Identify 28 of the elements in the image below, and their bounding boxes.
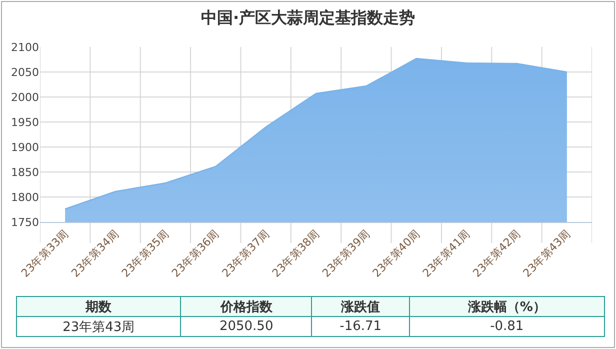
- text: 涨跌幅（%）: [409, 296, 604, 316]
- x-tick-label: 23年第35周: [119, 228, 172, 280]
- y-tick-label: 1800: [11, 190, 39, 204]
- y-tick-label: 2100: [11, 40, 39, 54]
- x-tick-label: 23年第37周: [220, 228, 272, 280]
- text: -0.81: [409, 316, 604, 336]
- x-tick-label: 23年第39周: [320, 228, 372, 280]
- y-tick-label: 1950: [11, 116, 39, 129]
- x-tick-label: 23年第43周: [520, 228, 573, 280]
- text: 23年第43周: [16, 316, 181, 336]
- y-tick-label: 2000: [11, 90, 39, 104]
- x-tick-label: 23年第36周: [169, 228, 222, 280]
- text: 涨跌值: [312, 296, 410, 316]
- chart-title: 中国·产区大蒜周定基指数走势: [200, 8, 416, 27]
- x-tick-label: 23年第33周: [18, 228, 72, 280]
- x-tick-label: 23年第40周: [370, 228, 422, 280]
- x-tick-label: 23年第41周: [420, 228, 473, 280]
- text: 价格指数: [180, 296, 312, 316]
- text: 2050.50: [180, 316, 312, 336]
- y-tick-label: 1750: [11, 216, 39, 229]
- x-tick-label: 23年第42周: [470, 228, 523, 280]
- y-tick-label: 1850: [11, 166, 39, 179]
- y-tick-label: 1900: [11, 140, 39, 154]
- y-tick-label: 2050: [11, 66, 39, 79]
- x-tick-label: 23年第38周: [270, 228, 322, 280]
- text: -16.71: [312, 316, 410, 336]
- x-tick-label: 23年第34周: [68, 228, 122, 280]
- text: 期数: [16, 296, 181, 316]
